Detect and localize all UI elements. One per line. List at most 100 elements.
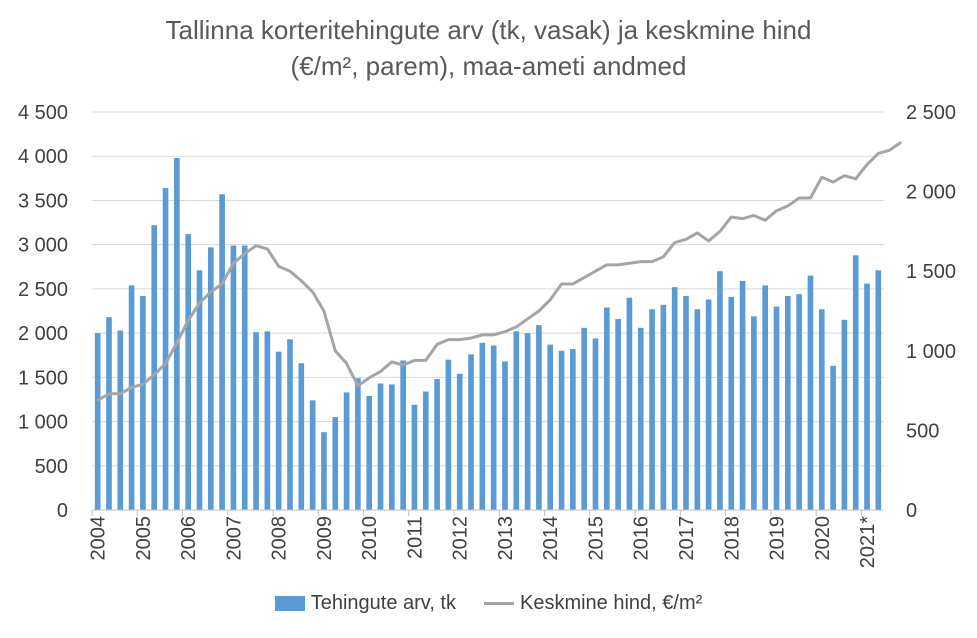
bar (219, 194, 225, 510)
price-point (266, 248, 269, 250)
x-axis-tick-label: 2011 (404, 516, 426, 559)
bar (694, 309, 701, 510)
bar (298, 363, 305, 510)
price-point (820, 176, 823, 179)
price-point (368, 377, 371, 379)
left-axis-tick-label: 1 000 (18, 412, 68, 434)
price-point (877, 152, 880, 155)
price-point (719, 230, 721, 233)
left-axis-tick-label: 0 (57, 500, 68, 522)
price-point (753, 214, 755, 217)
bar (796, 294, 802, 510)
bar (513, 331, 520, 510)
bar (321, 432, 327, 510)
price-point (549, 299, 552, 301)
bar (287, 339, 293, 510)
bar (411, 404, 418, 510)
x-axis-tick-label: 2010 (359, 516, 381, 561)
chart-title-line-2: (€/m², parem), maa-ameti andmed (290, 51, 687, 81)
price-point (379, 370, 382, 373)
price-point (345, 362, 348, 365)
x-axis-tick-label: 2015 (585, 516, 607, 561)
x-axis-tick-label: 2021* (857, 516, 879, 568)
price-point (402, 364, 404, 366)
price-point (673, 241, 676, 244)
price-point (130, 386, 133, 389)
bar (671, 287, 678, 510)
price-point (504, 330, 506, 333)
bar (140, 295, 146, 510)
bar (162, 188, 169, 510)
bar (275, 351, 282, 510)
price-point (515, 326, 518, 328)
price-point (357, 385, 359, 387)
price-point (775, 209, 778, 212)
bar (207, 247, 214, 510)
bar (524, 333, 531, 510)
price-point (888, 149, 891, 152)
bar (830, 365, 836, 510)
price-point (572, 283, 574, 285)
bar (230, 245, 237, 510)
bar (400, 360, 406, 510)
price-point (142, 383, 144, 386)
price-point (526, 318, 529, 320)
legend-label-line: Keskmine hind, €/m² (519, 592, 703, 614)
price-point (730, 216, 733, 218)
bar (773, 306, 780, 510)
price-point (323, 310, 325, 312)
x-axis-tick-label: 2018 (721, 516, 743, 561)
x-axis-tick-label: 2005 (133, 516, 155, 561)
x-axis-tick-label: 2016 (631, 516, 653, 561)
bar (751, 316, 757, 510)
price-point (854, 178, 857, 180)
price-point (210, 291, 212, 293)
price-point (300, 279, 303, 282)
bar (637, 327, 644, 510)
price-point (164, 362, 167, 365)
bar (683, 295, 689, 510)
price-point (232, 262, 235, 265)
left-axis-tick-label: 2 000 (18, 323, 68, 345)
price-point (255, 244, 257, 247)
bar (603, 307, 610, 510)
price-point (900, 141, 902, 144)
bar (592, 338, 599, 510)
price-point (809, 197, 812, 199)
bar (581, 327, 587, 510)
x-axis-tick-label: 2006 (178, 516, 200, 561)
price-point (334, 350, 337, 352)
x-axis-tick-label: 2014 (540, 516, 562, 561)
bar (558, 350, 565, 510)
price-point (481, 334, 484, 336)
left-axis-tick-label: 4 000 (18, 146, 68, 168)
price-point (436, 343, 438, 346)
legend: Tehingute arv, tk Keskmine hind, €/m² (0, 592, 977, 615)
right-axis-tick-label: 2 000 (906, 182, 956, 204)
price-point (628, 262, 631, 265)
right-axis-tick-label: 2 500 (906, 102, 956, 124)
x-axis-tick-label: 2007 (223, 516, 245, 561)
price-point (798, 197, 800, 199)
left-axis-tick-label: 1 500 (18, 367, 68, 389)
bar (422, 391, 429, 510)
price-point (866, 163, 868, 166)
bar (264, 331, 271, 510)
bar (649, 309, 655, 510)
bar (852, 255, 859, 510)
price-point (458, 338, 461, 341)
price-point (311, 291, 314, 293)
bar (128, 285, 135, 510)
bar (174, 157, 180, 511)
bar (785, 295, 791, 510)
bar (762, 285, 769, 510)
price-point (617, 264, 619, 266)
price-point (176, 342, 178, 344)
bar (479, 342, 486, 510)
bar (185, 234, 191, 510)
price-point (832, 181, 834, 183)
bar (875, 270, 882, 510)
price-point (685, 238, 687, 241)
bar (241, 245, 248, 510)
price-point (741, 217, 744, 220)
